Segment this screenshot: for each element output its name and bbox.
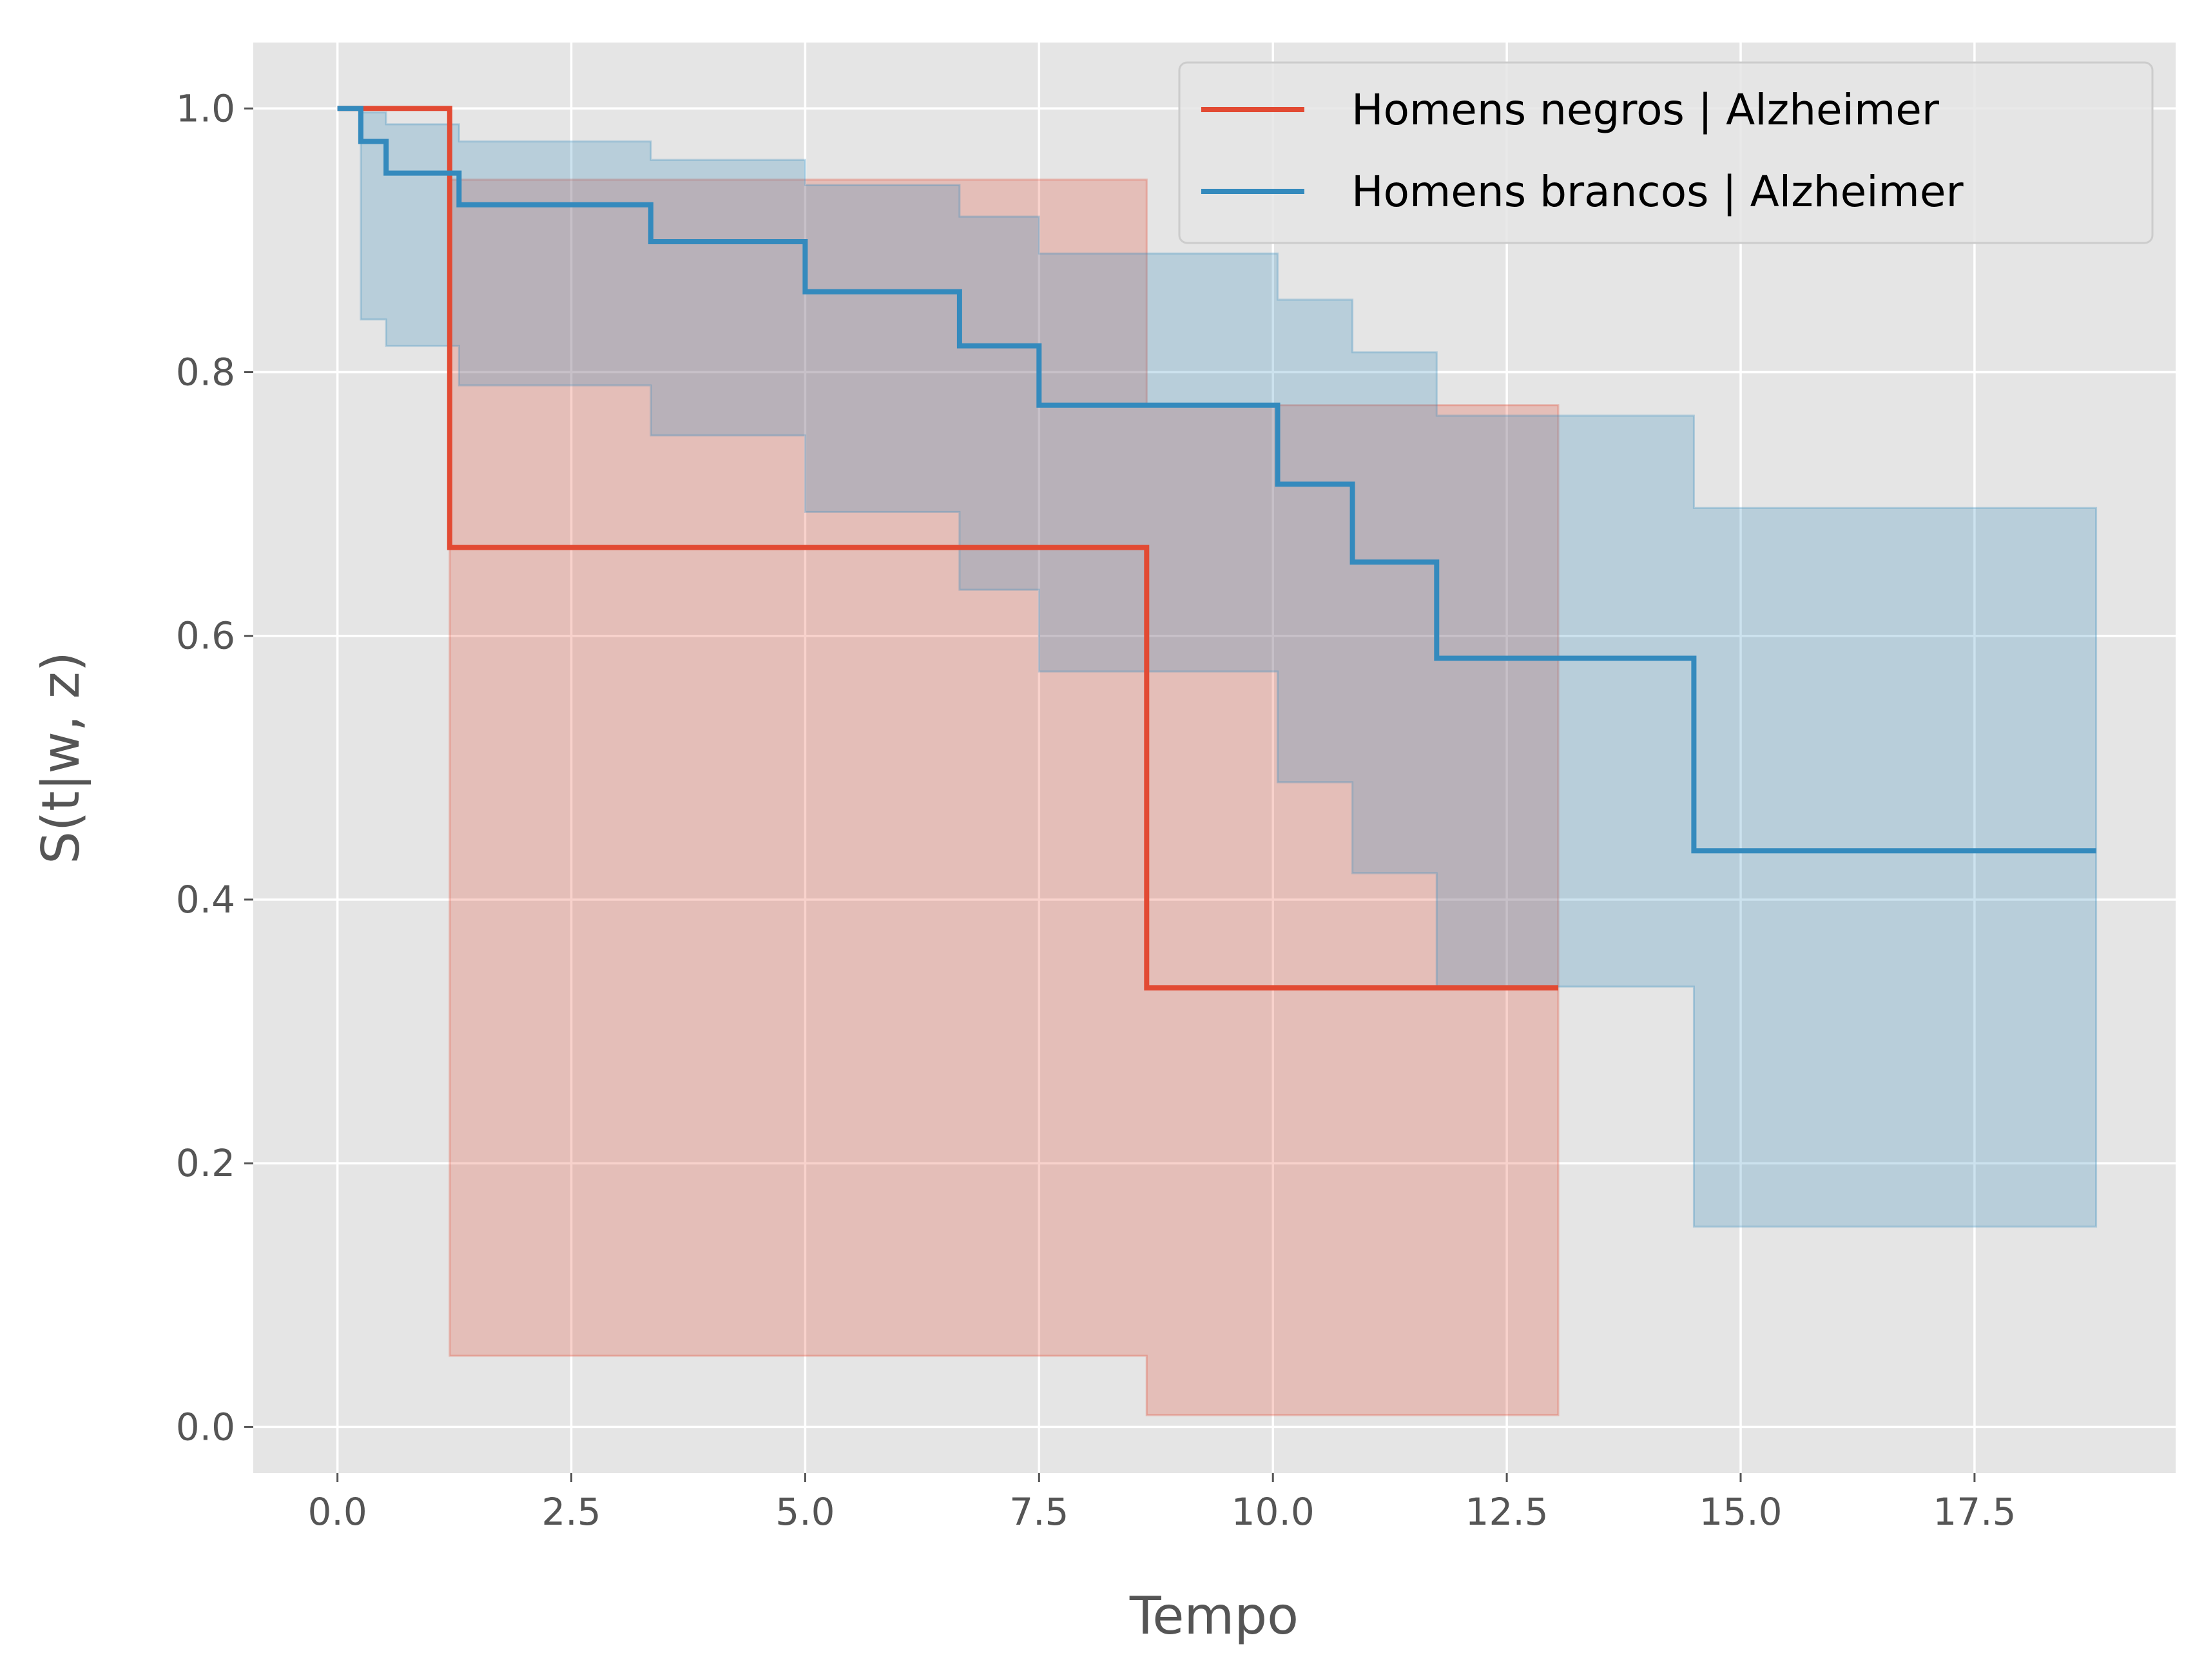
y-tick-label-4: 0.8	[176, 351, 235, 394]
y-tick-label-5: 1.0	[176, 86, 235, 130]
x-tick-label-1: 2.5	[541, 1490, 601, 1534]
survival-line-series-1	[337, 106, 2096, 854]
ci-band-series-1	[337, 107, 2098, 1228]
y-tick-label-3: 0.6	[176, 614, 235, 658]
y-tick-label-2: 0.4	[176, 878, 235, 922]
x-tick-label-3: 7.5	[1009, 1490, 1068, 1534]
legend-label-0: Homens negros | Alzheimer	[1351, 85, 1940, 135]
legend: Homens negros | Alzheimer Homens brancos …	[1178, 61, 2154, 244]
x-tick-label-7: 17.5	[1933, 1490, 2016, 1534]
legend-box	[1178, 61, 2154, 244]
x-tick-label-2: 5.0	[775, 1490, 835, 1534]
y-axis-title: S(t|w, z)	[31, 652, 92, 864]
y-tick-label-1: 0.2	[176, 1141, 235, 1185]
legend-label-1: Homens brancos | Alzheimer	[1351, 167, 1964, 217]
plot-area	[253, 43, 2176, 1473]
confidence-bands	[337, 107, 2098, 1416]
survival-line-series-0	[337, 106, 1558, 990]
x-axis-title: Tempo	[1129, 1586, 1299, 1646]
survival-lines	[337, 106, 2096, 990]
axis-ticks: 0.0 2.5 5.0 7.5 10.0 12.5 15.0 17.5 0.0 0.2 0.4 0.6…	[176, 86, 2016, 1534]
y-tick-label-0: 0.0	[176, 1405, 235, 1449]
x-tick-label-5: 12.5	[1465, 1490, 1549, 1534]
x-tick-label-0: 0.0	[308, 1490, 367, 1534]
x-tick-label-6: 15.0	[1699, 1490, 1782, 1534]
x-tick-label-4: 10.0	[1232, 1490, 1315, 1534]
